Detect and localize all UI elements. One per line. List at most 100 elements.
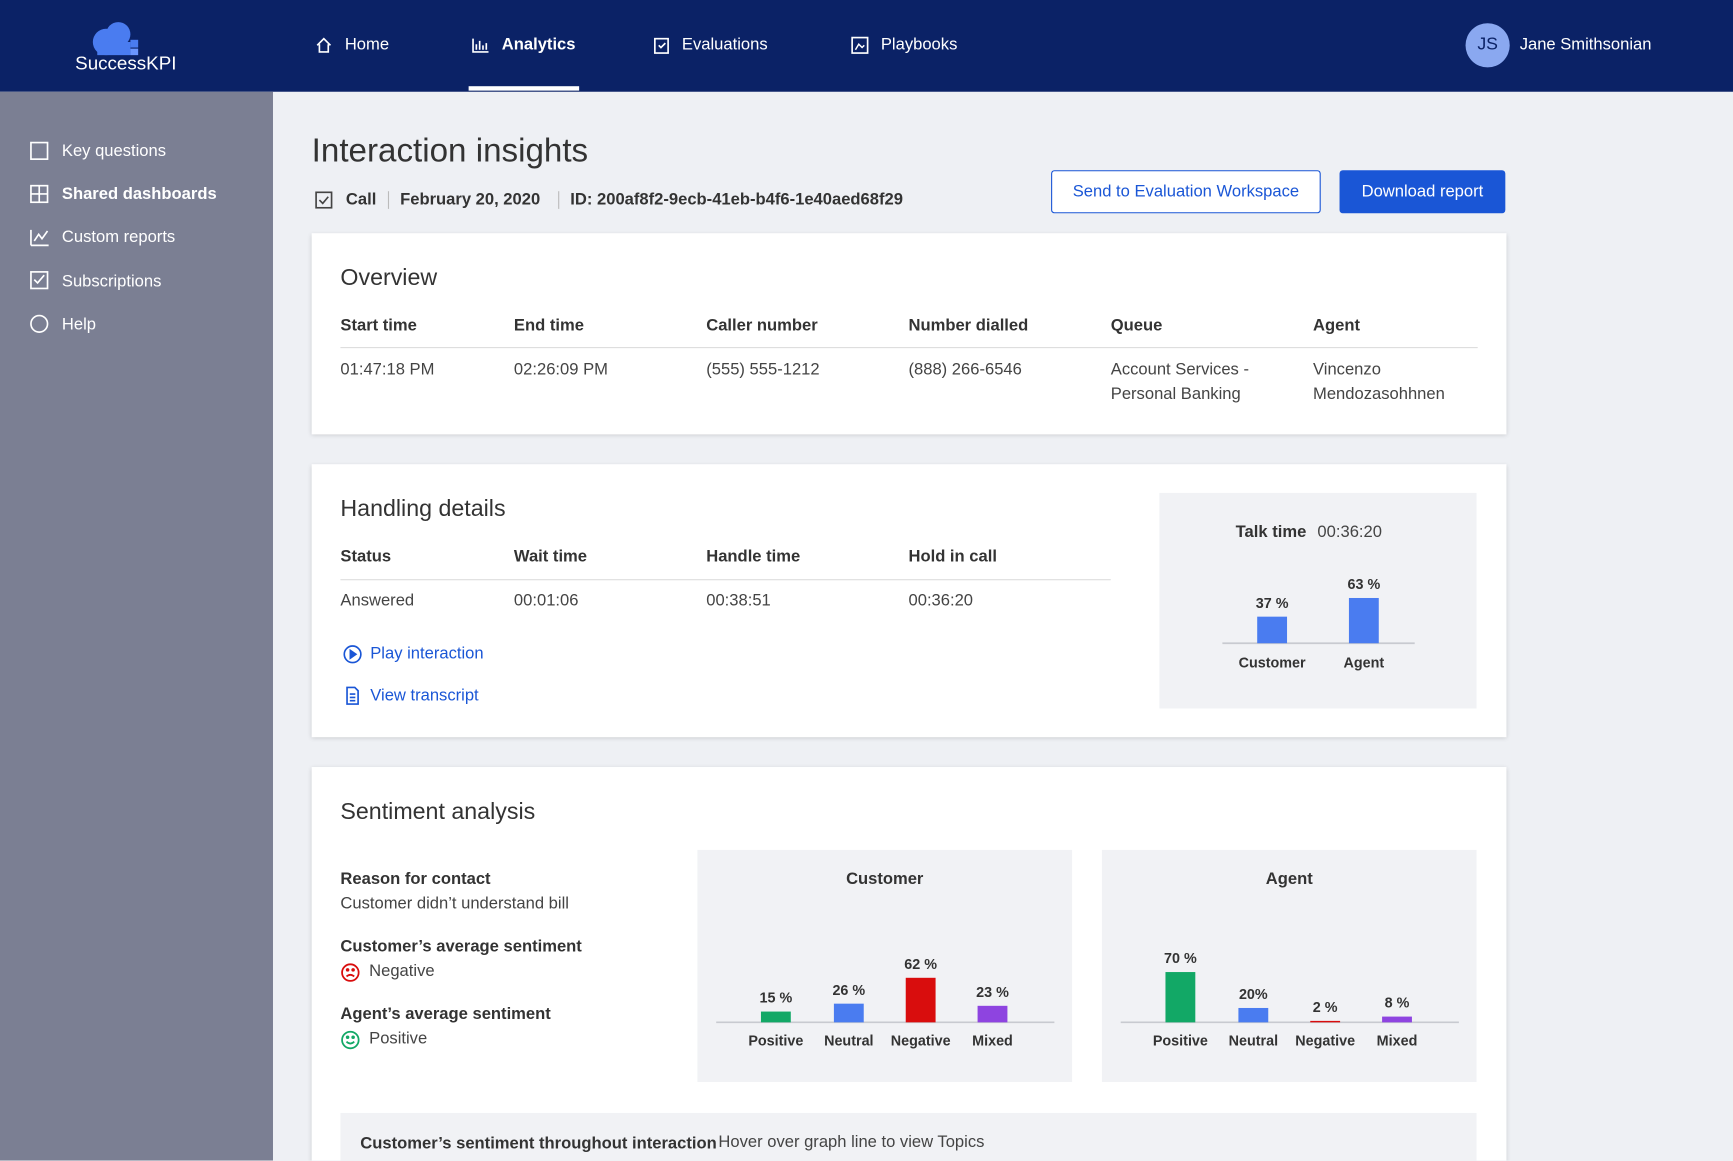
value-label: 26 % [832, 983, 865, 999]
value-label: 2 % [1313, 1000, 1338, 1016]
value-label: 20% [1239, 987, 1268, 1003]
column-header: End time [513, 316, 584, 335]
logo-icon [92, 22, 139, 56]
card-title: Sentiment analysis [340, 799, 536, 825]
interaction-date: February 20, 2020 [400, 190, 541, 209]
sidebar-item[interactable]: Help [61, 314, 96, 334]
cell: (555) 555-1212 [706, 360, 820, 380]
bar [977, 1005, 1008, 1023]
category-label: Neutral [824, 1034, 873, 1050]
sidebar-item[interactable]: Key questions [61, 141, 167, 161]
chart-title: Agent [1266, 869, 1313, 888]
cell: Answered [340, 591, 415, 611]
send-button[interactable]: Send to Evaluation Workspace [1051, 170, 1321, 214]
chart: Agent 70 % Positive 20% Neutral 2 % Negative 8 … [1120, 869, 1459, 1050]
chart: Customer 15 % Positive 26 % Neutral 62 % Negat… [716, 869, 1055, 1050]
chart: 37 % Customer 63 % Agent [1222, 577, 1415, 672]
sidebar-item[interactable]: Shared dashboards [61, 184, 217, 204]
face-icons [341, 963, 360, 1050]
category-label: Negative [891, 1034, 951, 1050]
card-title: Handling details [340, 496, 506, 522]
category-label: Positive [748, 1034, 803, 1050]
page-title: Interaction insights [311, 132, 589, 170]
bar [1348, 597, 1379, 644]
talk-panel [1159, 492, 1477, 709]
category-label: Mixed [972, 1034, 1013, 1050]
link-icons [343, 645, 362, 705]
overview-card [311, 233, 1507, 435]
nav-item[interactable]: Home [344, 35, 390, 55]
column-header: Start time [340, 316, 417, 335]
bar [1257, 616, 1288, 644]
category-label: Mixed [1377, 1034, 1418, 1050]
cell: 01:47:18 PM [340, 360, 435, 380]
bar [1310, 1020, 1341, 1023]
bar [905, 977, 936, 1023]
nav-item[interactable]: Playbooks [880, 35, 958, 55]
column-header: Hold in call [908, 547, 997, 566]
divider [340, 347, 1478, 349]
chart-title: Customer [846, 869, 924, 888]
download-button[interactable]: Download report [1339, 170, 1506, 214]
customer-panel [697, 849, 1073, 1083]
column-header: Caller number [706, 316, 818, 335]
cell: 02:26:09 PM [513, 360, 608, 380]
home-icon [316, 37, 332, 53]
label: Customer’s average sentiment [340, 937, 582, 957]
cell: 00:38:51 [706, 591, 771, 611]
value: Positive [369, 1028, 428, 1048]
transcript-link[interactable]: View transcript [370, 686, 479, 706]
cell: Account Services - Personal Banking [1110, 360, 1249, 404]
divider [340, 579, 1111, 581]
value-label: 70 % [1164, 951, 1197, 967]
value-label: 62 % [904, 957, 937, 973]
category-label: Customer [1239, 656, 1306, 672]
call-icon [315, 191, 333, 209]
value-label: 63 % [1347, 577, 1380, 593]
sidebar [0, 91, 273, 1161]
bar [1382, 1016, 1412, 1023]
interaction-type: Call [345, 190, 377, 209]
value-label: 37 % [1256, 596, 1289, 612]
talk-value: 00:36:20 [1317, 522, 1382, 542]
play-link[interactable]: Play interaction [370, 644, 484, 664]
timeline-hint: Hover over graph line to view Topics [718, 1132, 985, 1152]
column-header: Status [340, 547, 392, 566]
value: Negative [369, 961, 435, 981]
user-name[interactable]: Jane Smithsonian [1519, 35, 1652, 55]
nav-item[interactable]: Analytics [501, 35, 576, 55]
agent-panel [1101, 849, 1477, 1083]
timeline-label: Customer’s sentiment throughout interact… [360, 1133, 717, 1153]
column-header: Handle time [706, 547, 801, 566]
sidebar-item[interactable]: Custom reports [61, 227, 176, 247]
value-label: 8 % [1385, 996, 1410, 1012]
interaction-id: ID: 200af8f2-9ecb-41eb-b4f6-1e40aed68f29 [570, 190, 903, 209]
nav-item[interactable]: Evaluations [681, 35, 768, 55]
separator [387, 191, 390, 209]
bar [1238, 1007, 1269, 1023]
bar [1165, 972, 1196, 1023]
separator [558, 191, 560, 209]
cell: (888) 266-6546 [908, 360, 1022, 380]
category-label: Neutral [1229, 1034, 1278, 1050]
active-underline [468, 86, 580, 91]
bar [833, 1003, 864, 1023]
avatar[interactable]: JS [1465, 23, 1510, 68]
label: Reason for contact [340, 869, 491, 889]
category-label: Negative [1295, 1034, 1355, 1050]
cell: 00:36:20 [908, 591, 974, 611]
column-header: Wait time [513, 547, 588, 566]
sidebar-item[interactable]: Subscriptions [61, 271, 162, 291]
value-label: 23 % [976, 985, 1009, 1001]
column-header: Number dialled [908, 316, 1029, 335]
bar [760, 1011, 791, 1023]
category-label: Agent [1344, 656, 1385, 672]
column-header: Queue [1110, 316, 1163, 335]
category-label: Positive [1153, 1034, 1208, 1050]
playbooks-icon [851, 36, 869, 54]
card-title: Overview [340, 265, 438, 291]
top-bar [0, 0, 1733, 92]
analytics-icon [472, 38, 489, 53]
brand: SuccessKPI [75, 53, 177, 75]
